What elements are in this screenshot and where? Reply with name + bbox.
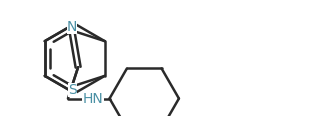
Text: N: N <box>67 20 77 34</box>
Text: HN: HN <box>83 91 103 106</box>
Text: S: S <box>68 83 77 97</box>
